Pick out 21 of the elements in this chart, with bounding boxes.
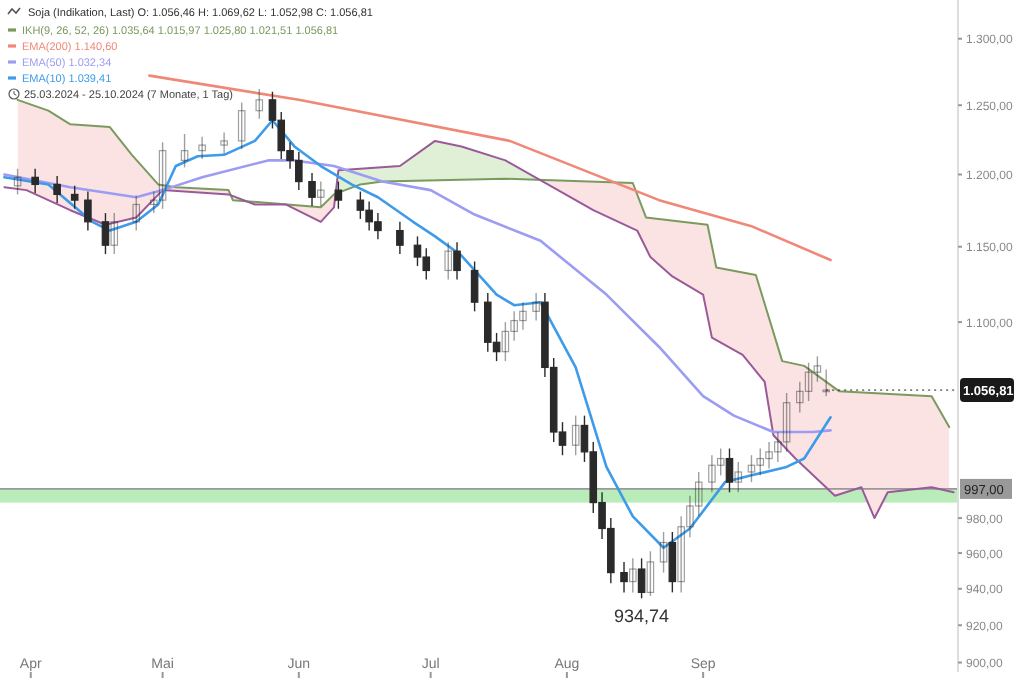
candlestick [396, 221, 404, 255]
candlestick [422, 247, 431, 281]
candlestick [53, 175, 61, 204]
candlestick [70, 185, 79, 210]
candlestick [356, 190, 365, 220]
candlestick [637, 557, 646, 599]
annotation: 934,74 [614, 606, 670, 627]
candlestick [31, 168, 39, 194]
candlestick [470, 260, 479, 313]
candlestick [725, 447, 734, 494]
candlestick [620, 561, 628, 594]
candlestick [453, 241, 461, 281]
line-series [3, 139, 955, 520]
candlestick [413, 235, 422, 267]
candlestick [308, 172, 316, 207]
candlestick [334, 180, 343, 210]
candlestick [84, 190, 92, 232]
candlestick [483, 292, 492, 353]
candlestick [668, 531, 677, 594]
candlestick [101, 212, 110, 255]
line-series [148, 74, 832, 262]
